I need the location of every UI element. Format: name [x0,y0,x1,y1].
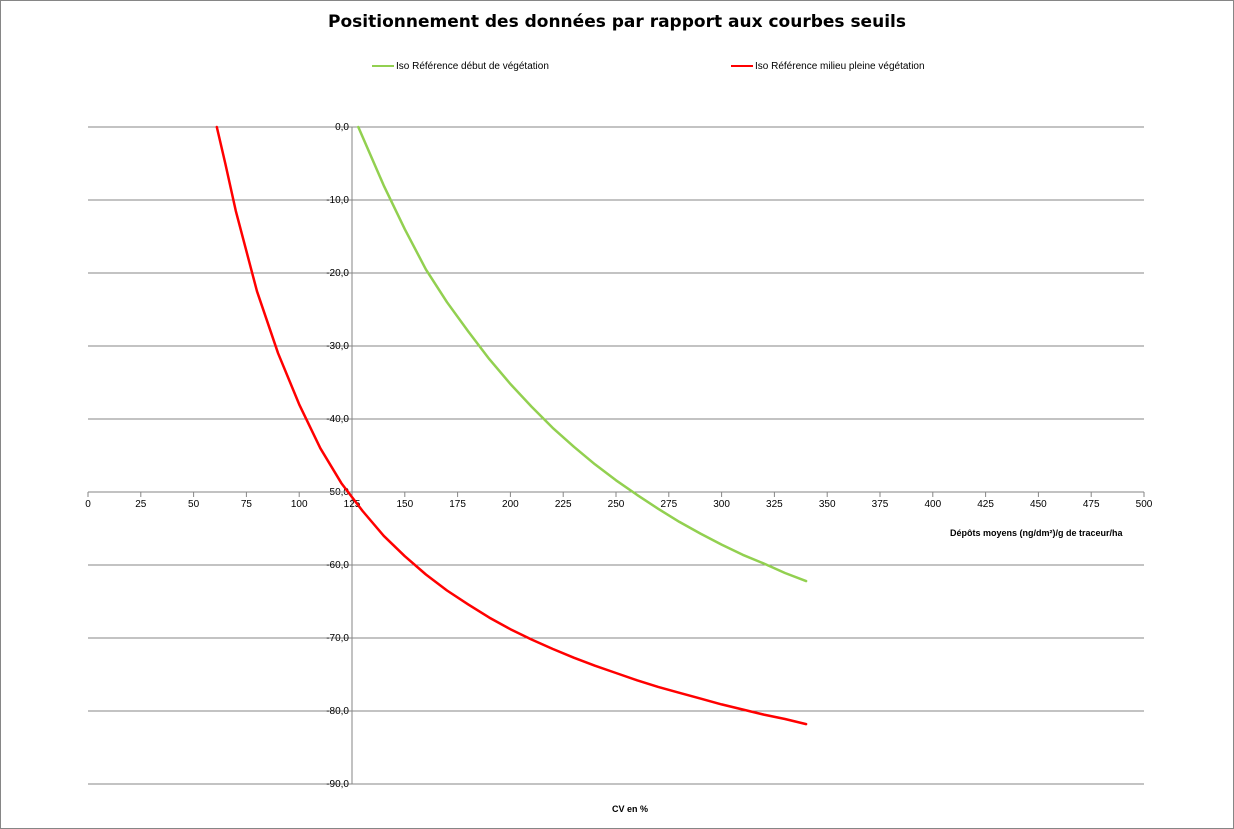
legend-entry-red: Iso Référence milieu pleine végétation [731,59,925,73]
series-line-green [357,125,808,583]
legend-label-green: Iso Référence début de végétation [396,60,549,72]
x-tick-label: 275 [660,499,677,510]
x-tick-label: 300 [713,499,730,510]
legend-entry-green: Iso Référence début de végétation [372,59,549,73]
x-tick-label: 400 [924,499,941,510]
x-axis-title: Dépôts moyens (ng/dm²)/g de traceur/ha [950,528,1123,538]
y-tick-label: 0,0 [335,122,349,133]
y-tick-label: -70,0 [326,633,349,644]
x-tick-label: 425 [977,499,994,510]
x-tick-label: 250 [608,499,625,510]
legend-swatch-red [731,65,753,67]
x-tick-label: 150 [396,499,413,510]
legend-swatch-green [372,65,394,67]
x-tick-label: 0 [85,499,91,510]
series-line-red [215,125,808,726]
legend-label-red: Iso Référence milieu pleine végétation [755,60,925,72]
x-tick-label: 375 [872,499,889,510]
x-tick-label: 325 [766,499,783,510]
y-tick-label: -40,0 [326,414,349,425]
y-tick-label: -30,0 [326,341,349,352]
y-tick-label: -10,0 [326,195,349,206]
y-tick-label: -20,0 [326,268,349,279]
chart-title: Positionnement des données par rapport a… [328,12,906,32]
x-tick-label: 75 [241,499,253,510]
x-tick-label: 500 [1136,499,1153,510]
x-tick-label: 25 [135,499,147,510]
y-tick-label: -80,0 [326,706,349,717]
x-tick-label: 225 [555,499,572,510]
y-axis-title: CV en % [612,804,649,814]
x-tick-label: 175 [449,499,466,510]
x-tick-label: 100 [291,499,308,510]
x-tick-label: 200 [502,499,519,510]
x-tick-label: 450 [1030,499,1047,510]
x-tick-label: 50 [188,499,200,510]
y-tick-label: -90,0 [326,779,349,790]
y-tick-label: -60,0 [326,560,349,571]
x-tick-label: 475 [1083,499,1100,510]
x-tick-label: 350 [819,499,836,510]
x-tick-label: 125 [344,499,361,510]
